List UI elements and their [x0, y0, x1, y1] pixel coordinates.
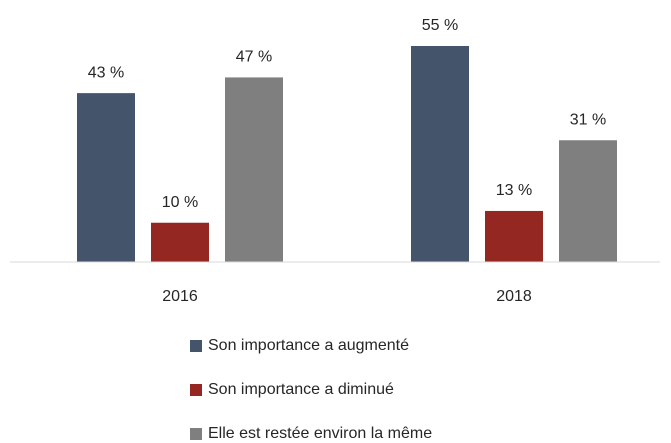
bar [559, 140, 617, 262]
bar [77, 93, 135, 262]
bar [411, 46, 469, 262]
legend-swatch [190, 384, 202, 396]
legend-label: Elle est restée environ la même [208, 425, 432, 442]
x-tick-label: 2016 [162, 288, 198, 305]
bar [225, 77, 283, 262]
value-label: 47 % [236, 49, 272, 66]
legend-label: Son importance a diminué [208, 381, 394, 398]
bar [485, 210, 543, 262]
value-label: 10 % [162, 194, 198, 211]
value-label: 43 % [88, 64, 124, 81]
legend-swatch [190, 428, 202, 440]
value-label: 31 % [570, 111, 606, 128]
bar [151, 222, 209, 262]
x-tick-label: 2018 [496, 288, 532, 305]
legend-swatch [190, 340, 202, 352]
legend-label: Son importance a augmenté [208, 337, 409, 354]
value-label: 13 % [496, 182, 532, 199]
value-label: 55 % [422, 17, 458, 34]
